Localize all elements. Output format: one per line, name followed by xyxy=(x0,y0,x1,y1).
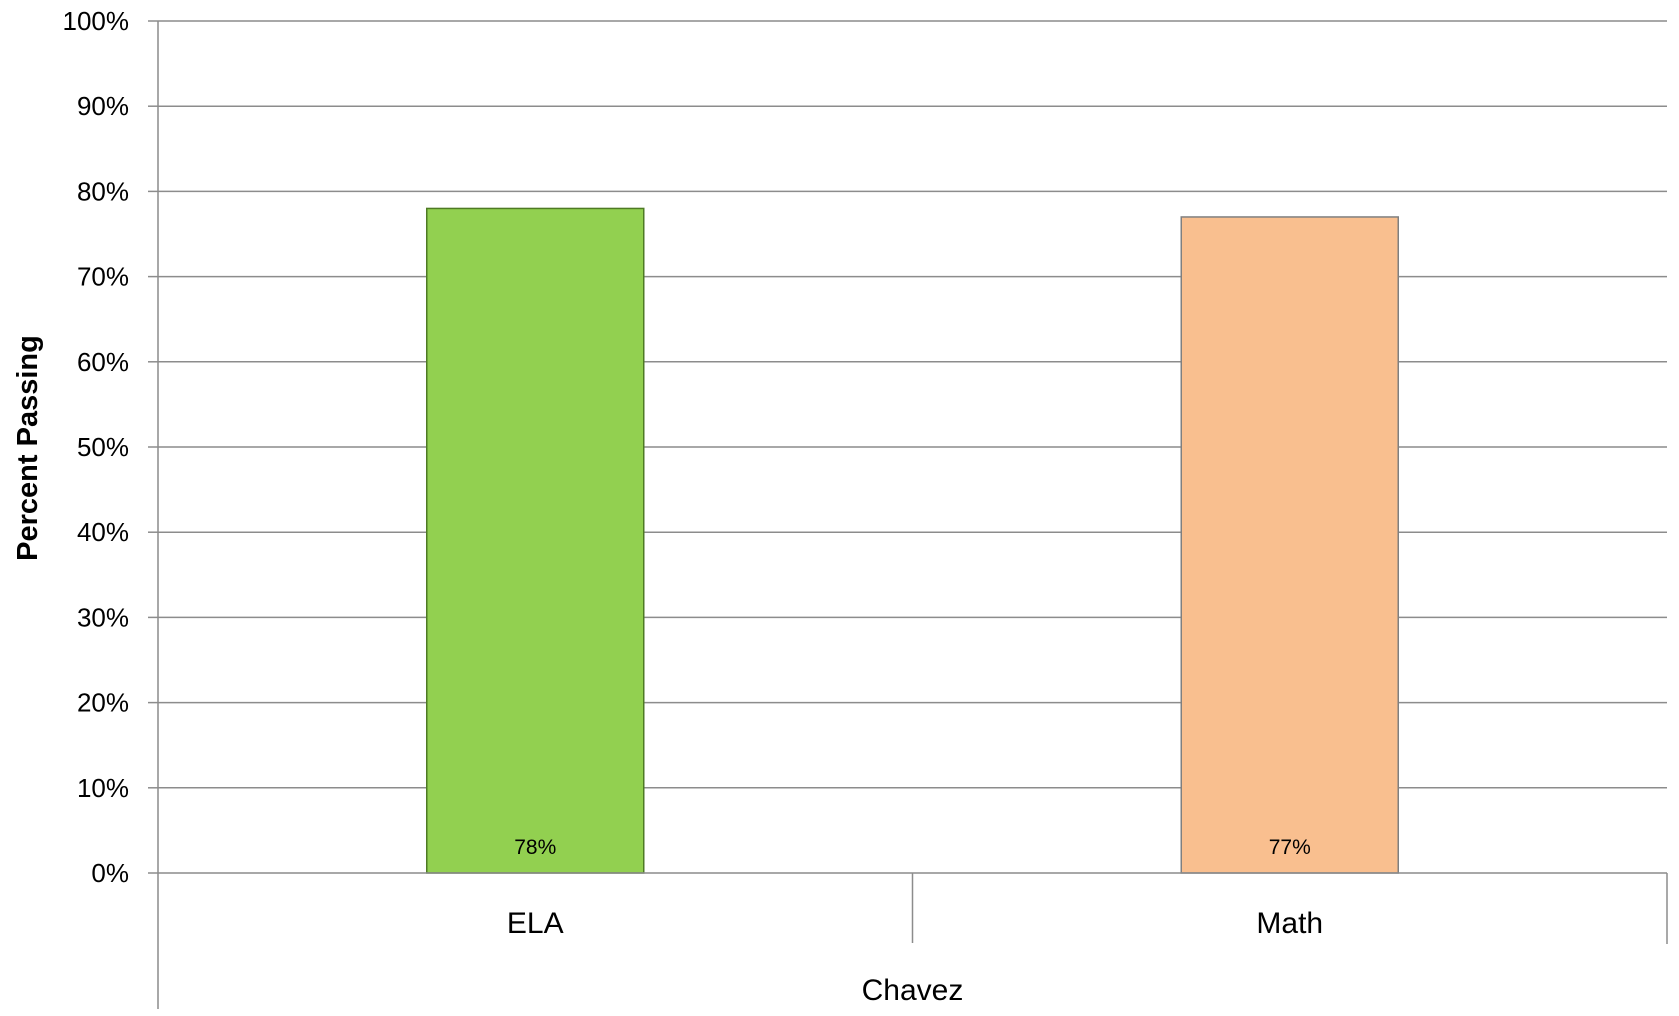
y-axis-title: Percent Passing xyxy=(12,335,44,561)
y-tick-label: 90% xyxy=(77,91,129,121)
bar-math xyxy=(1180,216,1399,874)
y-tick-label: 30% xyxy=(77,602,129,632)
y-tick-label: 10% xyxy=(77,773,129,803)
y-tick-label: 50% xyxy=(77,432,129,462)
y-tick-label: 80% xyxy=(77,176,129,206)
data-label: 78% xyxy=(514,836,556,859)
labels: 0% 10% 20% 30% 40% 50% 60% 70% 80% 90% 100% 78% ELA 7… xyxy=(63,6,1324,940)
y-tick-label: 20% xyxy=(77,688,129,718)
x-category-label: Math xyxy=(1256,907,1323,940)
y-tick-label: 100% xyxy=(63,6,130,36)
bars xyxy=(426,207,1399,874)
gridlines xyxy=(158,20,1667,789)
bar-ela xyxy=(426,207,645,874)
data-label: 77% xyxy=(1269,836,1311,859)
y-tick-label: 0% xyxy=(91,858,129,888)
y-tick-label: 60% xyxy=(77,347,129,377)
x-group-label: Chavez xyxy=(862,974,964,1007)
y-tick-label: 40% xyxy=(77,517,129,547)
x-category-label: ELA xyxy=(507,907,564,940)
axes xyxy=(148,20,1668,1009)
y-tick-label: 70% xyxy=(77,262,129,292)
